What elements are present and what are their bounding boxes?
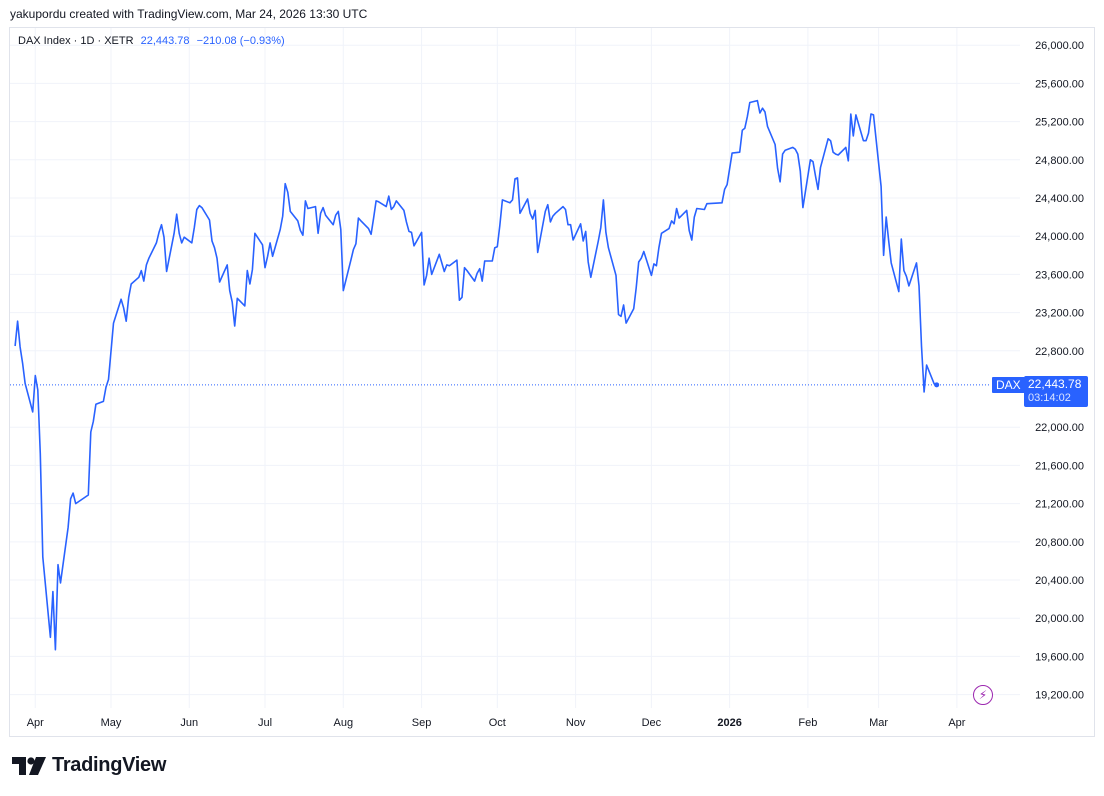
symbol-tag: DAX bbox=[992, 377, 1025, 393]
y-tick-label: 24,800.00 bbox=[1035, 155, 1084, 167]
last-price-value: 22,443.78 bbox=[1028, 377, 1082, 391]
y-tick-label: 19,200.00 bbox=[1035, 690, 1084, 702]
x-tick-label: Aug bbox=[334, 717, 354, 729]
y-tick-label: 23,600.00 bbox=[1035, 269, 1084, 281]
y-tick-label: 21,200.00 bbox=[1035, 499, 1084, 511]
legend-change: −210.08 (−0.93%) bbox=[196, 35, 285, 47]
x-tick-label: Sep bbox=[412, 717, 432, 729]
y-tick-label: 25,200.00 bbox=[1035, 117, 1084, 129]
y-tick-label: 24,000.00 bbox=[1035, 231, 1084, 243]
y-tick-label: 24,400.00 bbox=[1035, 193, 1084, 205]
brand-name: TradingView bbox=[52, 754, 167, 776]
symbol-legend[interactable]: DAX Index · 1D · XETR 22,443.78 −210.08 … bbox=[18, 35, 285, 47]
x-tick-label: Apr bbox=[948, 717, 965, 729]
y-tick-label: 21,600.00 bbox=[1035, 460, 1084, 472]
tradingview-logo-icon bbox=[12, 756, 46, 775]
x-tick-label: Feb bbox=[798, 717, 817, 729]
x-tick-label: Dec bbox=[642, 717, 662, 729]
y-tick-label: 20,000.00 bbox=[1035, 613, 1084, 625]
y-tick-label: 25,600.00 bbox=[1035, 78, 1084, 90]
y-tick-label: 19,600.00 bbox=[1035, 651, 1084, 663]
legend-last-price: 22,443.78 bbox=[140, 35, 190, 47]
lightning-icon[interactable]: ⚡ bbox=[973, 685, 993, 705]
series-line-dax bbox=[14, 99, 937, 651]
last-point-marker bbox=[934, 382, 940, 388]
bar-countdown: 03:14:02 bbox=[1028, 392, 1071, 404]
x-tick-label: Oct bbox=[489, 717, 506, 729]
legend-symbol: DAX Index · 1D · XETR bbox=[18, 35, 134, 47]
y-tick-label: 20,400.00 bbox=[1035, 575, 1084, 587]
x-tick-label: Apr bbox=[27, 717, 44, 729]
tradingview-logo[interactable]: TradingView bbox=[12, 754, 166, 777]
y-tick-label: 22,800.00 bbox=[1035, 346, 1084, 358]
x-tick-label: May bbox=[101, 717, 122, 729]
y-tick-label: 23,200.00 bbox=[1035, 308, 1084, 320]
x-tick-label: 2026 bbox=[717, 717, 741, 729]
x-tick-label: Nov bbox=[566, 717, 586, 729]
chart-caption: yakupordu created with TradingView.com, … bbox=[10, 7, 368, 21]
y-tick-label: 22,000.00 bbox=[1035, 422, 1084, 434]
x-tick-label: Jul bbox=[258, 717, 272, 729]
x-tick-label: Jun bbox=[180, 717, 198, 729]
y-tick-label: 26,000.00 bbox=[1035, 40, 1084, 52]
x-tick-label: Mar bbox=[869, 717, 888, 729]
y-tick-label: 20,800.00 bbox=[1035, 537, 1084, 549]
last-price-tag: 22,443.78 03:14:02 bbox=[1024, 376, 1088, 407]
chart-frame bbox=[9, 27, 1095, 737]
